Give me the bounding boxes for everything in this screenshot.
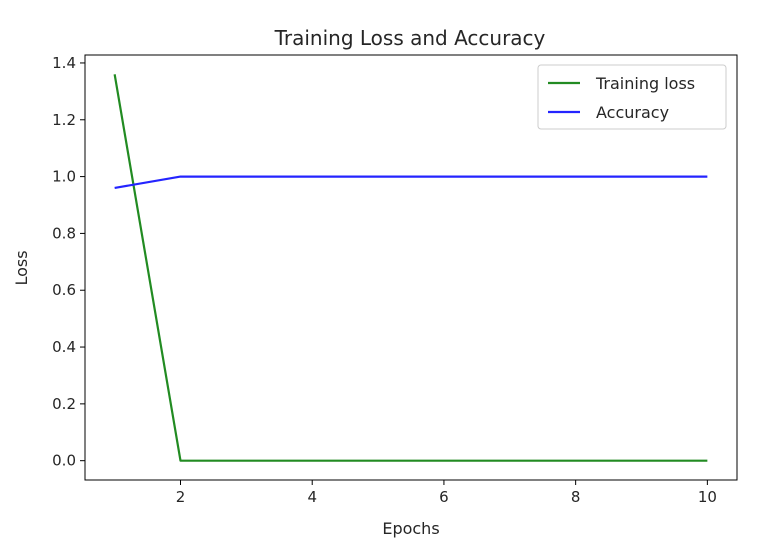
plot-area — [113, 74, 708, 462]
legend-box — [537, 64, 727, 130]
y-tick-label: 0.0 — [52, 452, 76, 470]
chart-title: Training Loss and Accuracy — [274, 26, 546, 50]
x-axis: 2 4 6 8 10 — [176, 480, 717, 506]
x-tick-label: 4 — [307, 488, 317, 506]
series-line-accuracy — [114, 175, 708, 190]
x-tick-label: 2 — [176, 488, 186, 506]
y-axis: 0.0 0.2 0.4 0.6 0.8 1.0 1.2 1.4 — [52, 54, 85, 470]
y-tick-label: 1.2 — [52, 111, 76, 129]
x-tick-label: 8 — [571, 488, 581, 506]
x-tick-label: 10 — [698, 488, 717, 506]
series-line-training-loss — [113, 74, 708, 462]
legend-label-training-loss: Training loss — [595, 74, 695, 93]
x-tick-label: 6 — [439, 488, 449, 506]
legend: Training loss Accuracy — [537, 64, 727, 130]
y-axis-title: Loss — [12, 250, 31, 285]
plot-frame — [84, 54, 738, 481]
y-tick-label: 0.4 — [52, 338, 76, 356]
y-tick-label: 0.2 — [52, 395, 76, 413]
y-tick-label: 0.6 — [52, 281, 76, 299]
y-tick-label: 1.4 — [52, 54, 76, 72]
x-axis-title: Epochs — [382, 519, 439, 538]
y-tick-label: 0.8 — [52, 224, 76, 242]
y-tick-label: 1.0 — [52, 168, 76, 186]
legend-label-accuracy: Accuracy — [596, 103, 669, 122]
